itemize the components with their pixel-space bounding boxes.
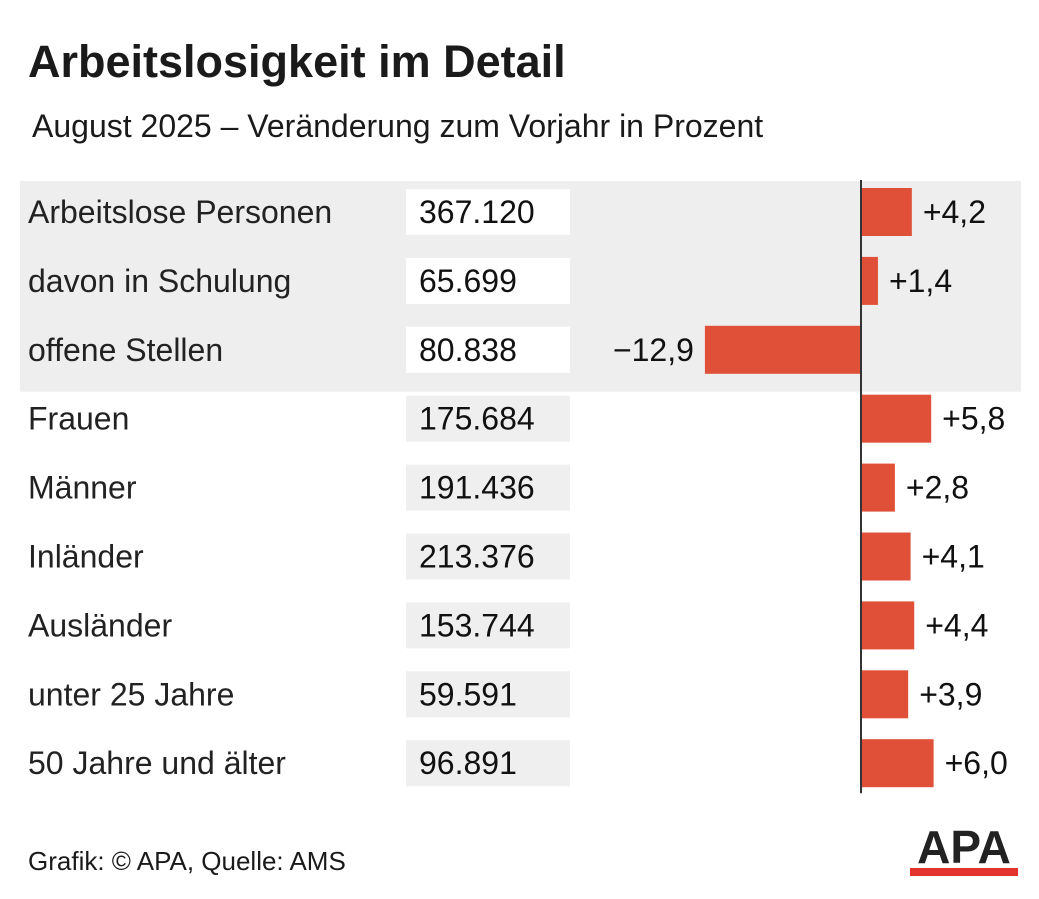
svg-text:APA: APA: [917, 826, 1011, 873]
value-label: +3,9: [919, 676, 982, 712]
chart-subtitle: August 2025 – Veränderung zum Vorjahr in…: [32, 108, 764, 144]
bar: [861, 532, 911, 581]
bar: [861, 670, 909, 719]
absolute-value: 65.699: [419, 263, 517, 299]
value-box: [406, 395, 570, 442]
bar: [861, 463, 895, 512]
category-label: 50 Jahre und älter: [28, 745, 286, 781]
absolute-value: 80.838: [419, 332, 517, 368]
value-label: +1,4: [889, 263, 952, 299]
absolute-value: 153.744: [419, 607, 535, 643]
absolute-value: 59.591: [419, 676, 517, 712]
value-label: +6,0: [945, 745, 1008, 781]
absolute-value: 367.120: [419, 194, 535, 230]
value-label: +5,8: [942, 401, 1005, 437]
category-label: Inländer: [28, 539, 144, 575]
value-box: [406, 671, 570, 718]
category-label: Frauen: [28, 401, 129, 437]
value-box: [406, 189, 570, 235]
bar: [861, 739, 934, 788]
category-label: Ausländer: [28, 607, 172, 643]
category-label: Arbeitslose Personen: [28, 194, 332, 230]
bar: [861, 188, 912, 236]
value-label: −12,9: [613, 332, 694, 368]
absolute-value: 213.376: [419, 539, 535, 575]
apa-logo: APA: [910, 826, 1018, 876]
value-label: +4,4: [925, 607, 988, 643]
source-credit: Grafik: © APA, Quelle: AMS: [28, 846, 346, 876]
bar: [861, 256, 878, 305]
value-box: [406, 326, 570, 373]
absolute-value: 175.684: [419, 401, 535, 437]
value-box: [406, 464, 570, 511]
value-box: [406, 533, 570, 580]
value-label: +4,2: [923, 194, 986, 230]
bar: [704, 325, 861, 374]
value-box: [406, 257, 570, 304]
value-box: [406, 602, 570, 649]
bar: [861, 394, 932, 443]
value-label: +4,1: [922, 539, 985, 575]
chart-title: Arbeitslosigkeit im Detail: [28, 36, 566, 87]
category-label: davon in Schulung: [28, 263, 291, 299]
value-box: [406, 740, 570, 787]
bar: [861, 601, 915, 650]
absolute-value: 191.436: [419, 470, 535, 506]
category-label: unter 25 Jahre: [28, 676, 234, 712]
value-label: +2,8: [906, 470, 969, 506]
category-label: Männer: [28, 470, 137, 506]
category-label: offene Stellen: [28, 332, 223, 368]
absolute-value: 96.891: [419, 745, 517, 781]
